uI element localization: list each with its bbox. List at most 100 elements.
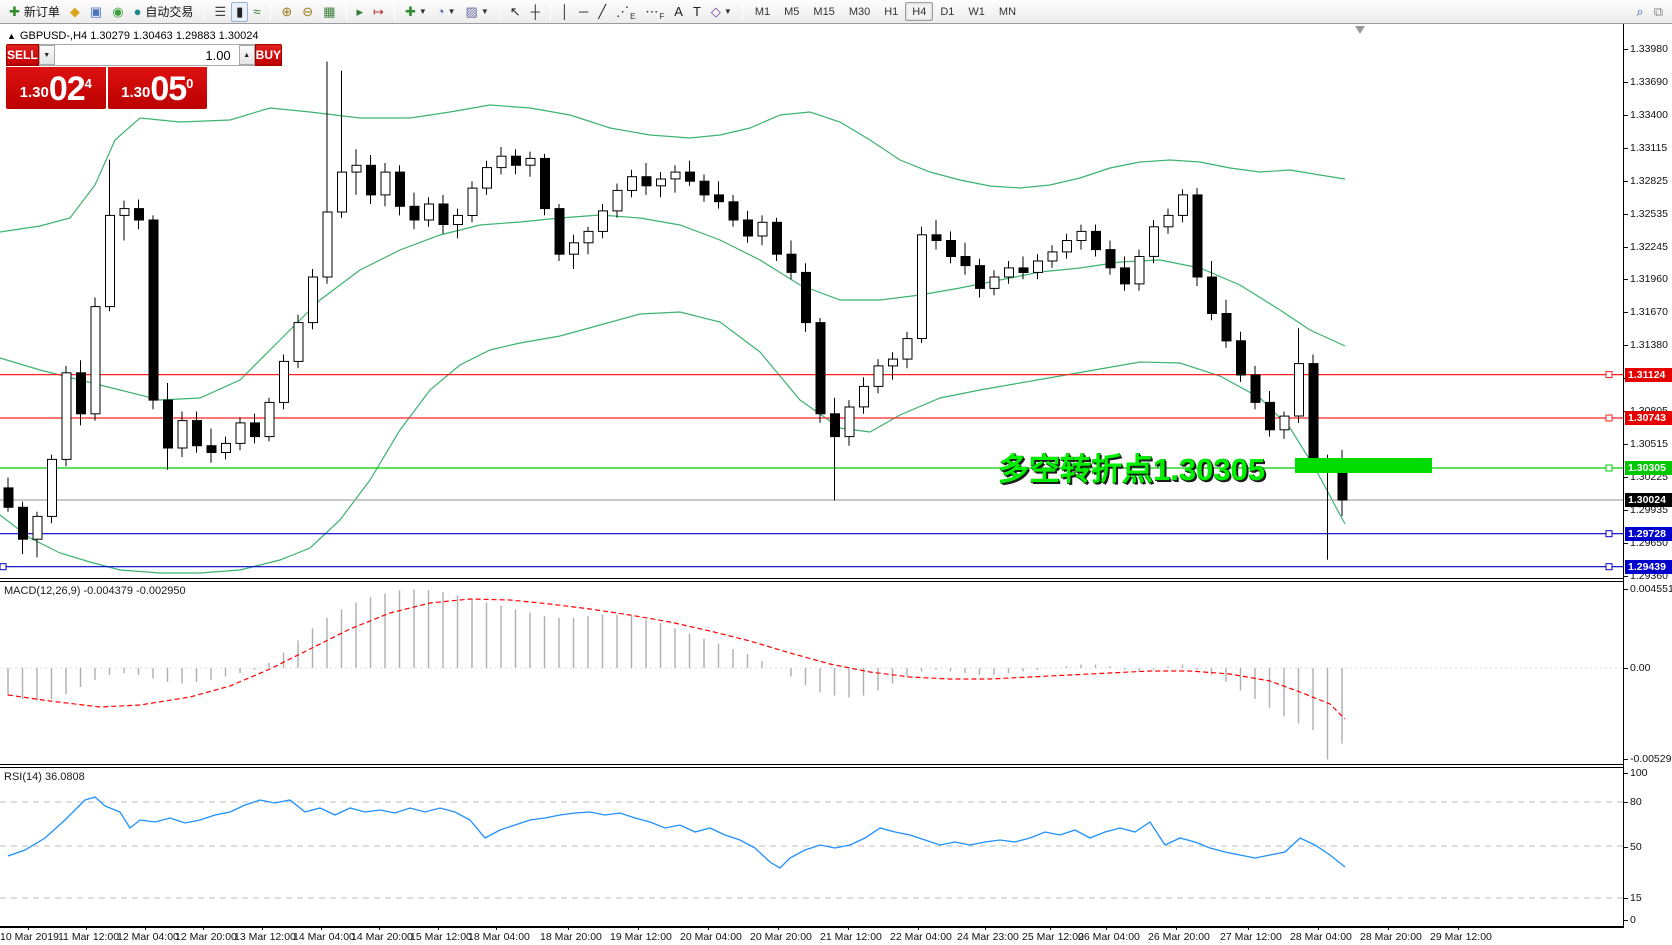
dropdown-caret-icon[interactable]: ▼ [480,7,489,16]
price-tick-label: 50 [1630,841,1642,853]
timeframe-m5[interactable]: M5 [784,5,800,18]
rsi-pane[interactable]: RSI(14) 36.0808 [0,768,1623,926]
price-tick-label: 1.33400 [1630,109,1668,121]
line-handle[interactable] [0,563,7,571]
new-order-button[interactable]: ✚ 新订单 [4,2,65,22]
text-button[interactable]: A [669,2,688,22]
line-handle[interactable] [1605,563,1613,571]
candle [946,240,956,257]
timeframe-h1[interactable]: H1 [884,5,899,18]
sell-price[interactable]: 1.30 02 4 [6,67,106,109]
text-label-button[interactable]: T [688,2,706,22]
order-ticket-icon[interactable]: ◆ [65,2,85,22]
chart-shift-icon: ↦ [373,4,384,19]
horizontal-line-button[interactable]: ─ [574,2,593,22]
line-handle[interactable] [1605,464,1613,472]
candlestick-chart[interactable] [0,24,1623,578]
line-handle[interactable] [1605,371,1613,379]
vertical-line-button[interactable]: │ [556,2,574,22]
line-handle[interactable] [1605,530,1613,538]
horizontal-line-icon: ─ [579,4,589,19]
indicators-button[interactable]: ✚ ▼ [400,2,432,22]
tile-windows-button[interactable]: ▦ [318,2,340,22]
annotation-highlight-bar[interactable] [1295,458,1432,473]
buy-button[interactable]: BUY [254,44,283,66]
price-tick-label: 15 [1630,892,1642,904]
timeframe-mn[interactable]: MN [998,5,1017,18]
auto-scroll-button[interactable]: ▸ [352,2,369,22]
price-tick-label: 1.33690 [1630,76,1668,88]
pane-divider[interactable] [0,764,1623,768]
bollinger-lower-band [0,311,1346,574]
date-tick-mark [203,926,204,930]
date-axis[interactable]: 10 Mar 2019 11 Mar 12:00 12 Mar 04:00 12 Ma… [0,926,1672,945]
periods-button[interactable]: ◔ ▼ [432,2,461,22]
dropdown-caret-icon[interactable]: ▼ [447,7,456,16]
rsi-chart[interactable] [0,768,1623,926]
candlestick-chart-button[interactable]: ▮ [231,1,249,22]
dropdown-caret-icon[interactable]: ▼ [723,7,732,16]
line-handle[interactable] [1605,414,1613,422]
arrows-button[interactable]: ◇ ▼ [706,2,737,22]
line-chart-button[interactable]: ≈ [248,2,265,22]
market-watch-button[interactable]: ▣ [85,2,107,22]
date-tick-mark [1050,926,1051,930]
turning-point-annotation[interactable]: 多空转折点1.30305 [998,452,1266,487]
timeframe-h4[interactable]: H4 [905,2,934,21]
candle [540,157,550,210]
axis-tick-mark [1623,148,1628,149]
candle [90,306,101,415]
toolbar-separator [270,3,272,20]
chart-shift-button[interactable]: ↦ [368,2,389,22]
volume-input[interactable] [54,45,239,65]
zoom-in-button[interactable]: ⊕ [276,2,297,22]
chat-icon[interactable]: ⧉ [1649,2,1668,22]
symbol-ohlc-readout: ▲ GBPUSD-,H4 1.30279 1.30463 1.29883 1.30… [7,30,258,42]
date-tick-label: 22 Mar 04:00 [890,931,952,943]
date-tick-mark [379,926,380,930]
volume-down-button[interactable]: ▼ [38,45,55,65]
timeframe-m15[interactable]: M15 [813,5,835,18]
axis-tick-mark [1623,510,1628,511]
templates-button[interactable]: ▨ ▼ [461,2,494,22]
collapse-arrow-icon[interactable]: ▲ [7,31,16,41]
sell-button[interactable]: SELL [6,44,39,66]
candle [699,180,710,196]
pane-divider[interactable] [0,578,1623,582]
date-tick-mark [145,926,146,930]
date-tick-label: 13 Mar 12:00 [234,931,296,943]
equidistant-channel-button[interactable]: ⋰ E [611,2,640,22]
price-tick-label: 1.32535 [1630,208,1668,220]
auto-trading-button[interactable]: ● 自动交易 [129,2,199,22]
main-chart-pane[interactable] [0,24,1623,578]
date-tick-label: 29 Mar 12:00 [1430,931,1492,943]
chart-shift-marker[interactable] [1355,26,1365,34]
signals-icon: ◉ [112,4,124,19]
timeframe-d1[interactable]: D1 [940,5,955,18]
candle [337,171,347,213]
date-tick-label: 18 Mar 20:00 [540,931,602,943]
date-tick-label: 21 Mar 12:00 [820,931,882,943]
dropdown-caret-icon[interactable]: ▼ [418,7,427,16]
fibonacci-button[interactable]: ⋯ F [640,2,669,22]
trendline-button[interactable]: ╱ [593,2,611,22]
signals-button[interactable]: ◉ [107,2,128,22]
volume-up-button[interactable]: ▲ [238,45,255,65]
macd-pane[interactable]: MACD(12,26,9) -0.004379 -0.002950 [0,582,1623,764]
crosshair-button[interactable]: ┼ [526,2,545,22]
candle [627,176,637,191]
timeframe-m1[interactable]: M1 [754,5,771,18]
zoom-out-button[interactable]: ⊖ [297,2,318,22]
date-tick-label: 10 Mar 2019 [0,931,59,943]
bar-chart-icon: ☰ [214,4,227,19]
timeframe-w1[interactable]: W1 [968,5,985,18]
candle [119,208,130,216]
cursor-button[interactable]: ↖ [505,2,526,22]
sell-price-point: 4 [84,76,92,91]
timeframe-m30[interactable]: M30 [848,5,871,18]
macd-chart[interactable] [0,582,1623,764]
buy-price[interactable]: 1.30 05 0 [107,67,207,109]
candle [801,271,811,324]
search-icon[interactable]: ⌕ [1631,2,1648,22]
bar-chart-button[interactable]: ☰ [209,2,231,22]
